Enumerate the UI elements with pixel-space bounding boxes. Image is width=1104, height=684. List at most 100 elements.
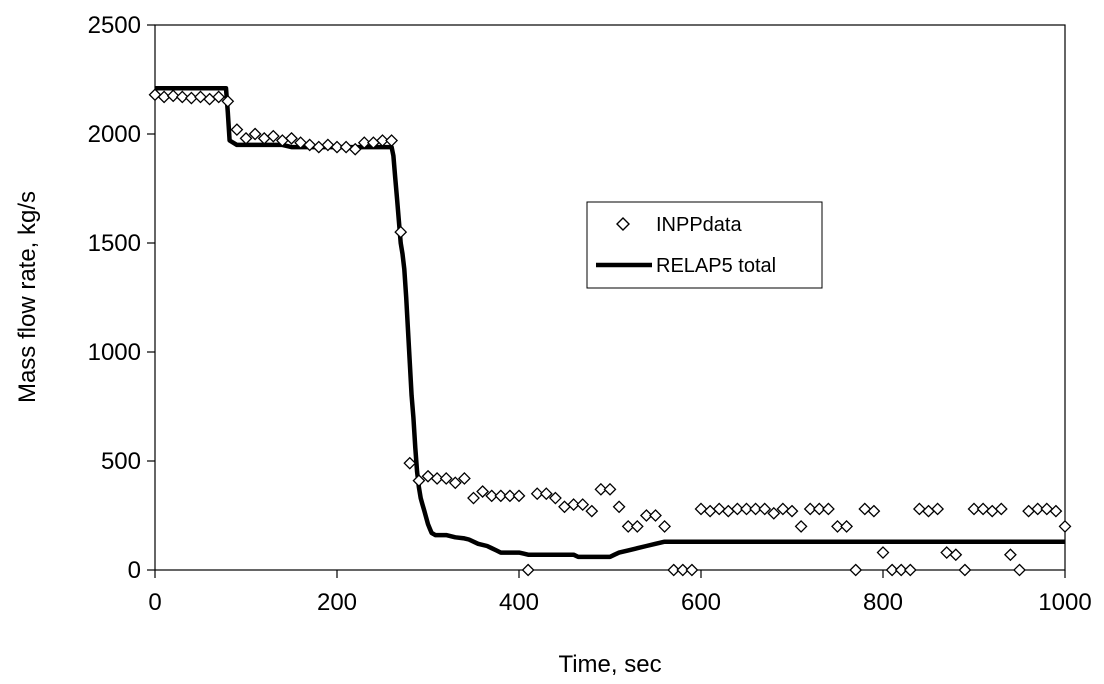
legend-label-inpp: INPPdata — [656, 214, 742, 236]
data-point-marker — [1058, 519, 1072, 533]
data-point-marker — [512, 489, 526, 503]
data-point-marker — [603, 482, 617, 496]
data-point-marker — [503, 489, 517, 503]
x-tick-label: 600 — [681, 589, 721, 616]
data-point-marker — [539, 487, 553, 501]
data-point-marker — [457, 472, 471, 485]
data-point-marker — [339, 140, 353, 154]
data-point-marker — [712, 502, 726, 516]
x-axis: 0 200 400 600 800 1000 — [148, 570, 1092, 616]
data-point-marker — [239, 131, 253, 145]
data-point-marker — [658, 519, 672, 533]
data-point-marker — [485, 489, 499, 503]
data-point-marker — [776, 502, 790, 516]
y-tick-label: 1500 — [88, 230, 141, 257]
data-point-marker — [348, 142, 362, 156]
relap5-total-line — [155, 85, 1065, 560]
data-point-marker — [521, 563, 535, 577]
data-point-marker — [876, 546, 890, 559]
x-axis-title: Time, sec — [558, 651, 661, 678]
data-point-marker — [403, 456, 417, 470]
data-point-marker — [1031, 502, 1045, 516]
data-point-marker — [285, 131, 298, 145]
data-point-marker — [221, 94, 235, 108]
data-point-marker — [639, 509, 653, 522]
data-point-marker — [266, 129, 280, 143]
data-point-marker — [594, 482, 608, 496]
data-point-marker — [394, 225, 408, 239]
data-point-marker — [148, 88, 162, 102]
data-point-marker — [376, 134, 389, 147]
inpp-series — [148, 88, 1072, 577]
data-point-marker — [885, 563, 899, 577]
data-point-marker — [448, 476, 462, 490]
data-point-marker — [294, 136, 308, 150]
data-point-marker — [1013, 563, 1026, 577]
x-tick-label: 200 — [317, 589, 357, 616]
legend-label-relap5: RELAP5 total — [656, 255, 776, 277]
data-point-marker — [1040, 502, 1054, 516]
data-point-marker — [548, 491, 562, 505]
data-point-marker — [940, 546, 954, 559]
x-tick-label: 1000 — [1038, 589, 1091, 616]
data-point-marker — [785, 504, 799, 518]
x-tick-label: 800 — [863, 589, 903, 616]
data-point-marker — [467, 491, 480, 505]
y-tick-label: 0 — [128, 557, 141, 584]
data-point-marker — [894, 563, 908, 577]
data-point-marker — [794, 519, 808, 533]
data-point-marker — [212, 90, 226, 104]
data-point-marker — [831, 519, 844, 533]
data-point-marker — [430, 472, 444, 485]
data-point-marker — [439, 472, 453, 485]
legend-box — [586, 201, 823, 289]
data-point-marker — [730, 502, 744, 516]
data-point-marker — [749, 502, 763, 516]
y-tick-label: 1000 — [88, 339, 141, 366]
data-point-marker — [867, 504, 881, 518]
data-point-marker — [194, 90, 207, 104]
relap5-series — [155, 85, 1065, 560]
data-point-marker — [585, 504, 599, 518]
data-point-marker — [412, 474, 426, 488]
data-point-marker — [621, 519, 635, 533]
data-point-marker — [758, 502, 772, 516]
legend: INPPdata RELAP5 total — [586, 201, 823, 289]
data-point-marker — [230, 123, 244, 137]
data-point-marker — [903, 563, 917, 577]
y-tick-label: 500 — [101, 448, 141, 475]
data-point-marker — [166, 89, 180, 103]
data-point-marker — [694, 502, 708, 516]
data-point-marker — [949, 548, 963, 562]
data-point-marker — [649, 509, 662, 522]
data-point-marker — [740, 502, 753, 516]
y-axis: 0 500 1000 1500 2000 2500 — [88, 12, 155, 584]
data-point-marker — [321, 138, 335, 152]
data-point-marker — [803, 502, 817, 516]
data-point-marker — [812, 502, 826, 516]
data-point-marker — [175, 90, 189, 104]
y-axis-title: Mass flow rate, kg/s — [14, 191, 41, 403]
data-point-marker — [612, 500, 626, 514]
data-point-marker — [912, 502, 926, 516]
data-point-marker — [849, 563, 863, 577]
data-point-marker — [421, 469, 435, 483]
x-tick-label: 400 — [499, 589, 539, 616]
data-point-marker — [1049, 504, 1063, 518]
data-point-marker — [931, 502, 945, 516]
data-point-marker — [1003, 548, 1017, 562]
data-point-marker — [385, 134, 399, 147]
data-point-marker — [476, 485, 490, 498]
data-point-marker — [976, 502, 990, 516]
data-point-marker — [840, 519, 854, 533]
data-point-marker — [303, 138, 317, 152]
data-point-marker — [357, 136, 371, 150]
data-point-marker — [685, 563, 699, 577]
plot-area — [154, 24, 1066, 571]
data-point-marker — [576, 498, 590, 512]
data-point-marker — [821, 502, 835, 516]
data-point-marker — [494, 489, 508, 503]
data-point-marker — [530, 487, 544, 501]
data-point-marker — [667, 563, 681, 577]
